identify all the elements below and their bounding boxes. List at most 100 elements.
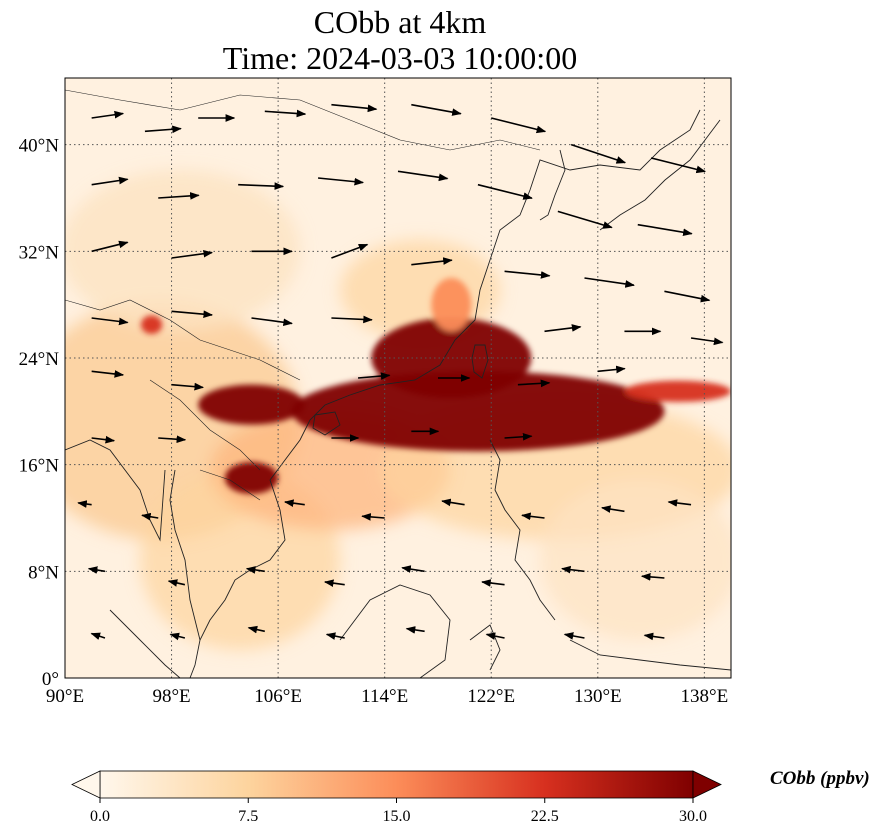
wind-arrow bbox=[141, 512, 159, 521]
wind-arrow bbox=[331, 103, 378, 113]
wind-arrow bbox=[284, 499, 305, 507]
wind-arrow bbox=[171, 249, 214, 259]
plume-region bbox=[224, 462, 279, 494]
map-title-line1: CObb at 4km bbox=[313, 4, 487, 40]
coastline-myanmar bbox=[65, 439, 166, 542]
wind-arrow bbox=[667, 499, 692, 507]
wind-arrow bbox=[690, 337, 724, 346]
wind-arrow bbox=[167, 579, 186, 587]
map-frame bbox=[64, 77, 732, 679]
lon-tick-label: 114°E bbox=[361, 686, 408, 707]
coastline-japan bbox=[599, 119, 721, 231]
wind-arrow bbox=[481, 579, 505, 587]
wind-arrow bbox=[521, 512, 545, 521]
colorbar-tick-label: 22.5 bbox=[531, 808, 559, 825]
wind-arrow bbox=[411, 257, 453, 266]
wind-arrow bbox=[561, 565, 585, 574]
wind-arrow bbox=[517, 379, 551, 388]
coastline-china-east bbox=[269, 109, 701, 481]
plume-region bbox=[371, 318, 532, 398]
wind-arrow bbox=[477, 183, 533, 200]
colorbar: 0.0 7.5 15.0 22.5 30.0 bbox=[71, 770, 722, 825]
lon-tick-labels: 90°E 98°E 106°E 114°E 122°E 130°E 138°E bbox=[46, 686, 728, 707]
wind-arrow bbox=[323, 579, 345, 587]
wind-arrow bbox=[570, 143, 627, 164]
coastline-borneo bbox=[339, 584, 451, 678]
wind-arrow bbox=[485, 632, 505, 640]
lat-tick-label: 0° bbox=[42, 669, 59, 690]
wind-arrow bbox=[169, 632, 186, 641]
gridlines bbox=[65, 78, 731, 678]
plume-region bbox=[624, 380, 731, 403]
plume-region bbox=[198, 384, 305, 425]
lon-tick-label: 90°E bbox=[46, 686, 84, 707]
wind-arrow bbox=[640, 573, 665, 581]
wind-arrow bbox=[504, 432, 533, 441]
wind-arrow bbox=[397, 170, 449, 182]
wind-arrow bbox=[77, 500, 92, 508]
wind-arrow bbox=[171, 310, 214, 318]
wind-arrow bbox=[91, 240, 129, 253]
lat-tick-labels: 0° 8°N 16°N 24°N 32°N 40°N bbox=[19, 136, 60, 690]
wind-arrow bbox=[504, 270, 551, 279]
colorbar-tick-label: 0.0 bbox=[90, 808, 110, 825]
coastline-korea bbox=[539, 149, 566, 221]
lon-tick-label: 98°E bbox=[152, 686, 190, 707]
colorbar-ticks: 0.0 7.5 15.0 22.5 30.0 bbox=[90, 798, 707, 825]
lon-tick-label: 122°E bbox=[467, 686, 515, 707]
plume-region bbox=[431, 278, 472, 332]
map-area bbox=[65, 78, 731, 678]
wind-arrow bbox=[544, 324, 582, 333]
wind-arrow bbox=[584, 277, 635, 288]
lat-tick-label: 24°N bbox=[19, 349, 60, 370]
colorbar-tick-label: 7.5 bbox=[238, 808, 258, 825]
wind-arrow bbox=[411, 103, 462, 116]
wind-arrow bbox=[90, 632, 106, 640]
wind-arrow bbox=[91, 435, 116, 444]
wind-arrow bbox=[158, 435, 187, 444]
plume-region bbox=[140, 315, 163, 334]
wind-arrow bbox=[331, 315, 373, 324]
coastline-sumatra bbox=[109, 609, 181, 678]
lon-tick-label: 138°E bbox=[681, 686, 729, 707]
wind-arrow bbox=[318, 177, 365, 186]
wind-arrow bbox=[357, 372, 391, 380]
wind-arrow bbox=[245, 566, 265, 574]
colorbar-tick-label: 15.0 bbox=[383, 808, 411, 825]
lat-tick-label: 16°N bbox=[19, 456, 60, 477]
plume-layer bbox=[140, 278, 731, 494]
wind-arrow bbox=[91, 317, 129, 326]
wind-arrow bbox=[251, 317, 293, 327]
lon-tick-label: 130°E bbox=[574, 686, 622, 707]
wind-arrow bbox=[247, 625, 265, 634]
wind-arrow bbox=[637, 223, 693, 237]
lon-tick-label: 106°E bbox=[254, 686, 302, 707]
lat-tick-label: 32°N bbox=[19, 242, 60, 263]
wind-vectors bbox=[77, 103, 724, 641]
wind-arrow bbox=[643, 632, 665, 641]
wind-arrow bbox=[405, 626, 425, 634]
wind-arrow bbox=[87, 566, 106, 574]
wind-arrow bbox=[91, 370, 125, 378]
coastline-indochina bbox=[189, 479, 286, 678]
border-lines bbox=[65, 89, 541, 501]
wind-arrow bbox=[264, 109, 307, 118]
coastline-taiwan bbox=[471, 344, 489, 379]
wind-arrow bbox=[664, 290, 711, 303]
wind-arrow bbox=[331, 243, 369, 259]
wind-arrow bbox=[491, 117, 547, 134]
colorbar-extend-high bbox=[692, 770, 722, 799]
wind-arrow bbox=[557, 210, 613, 229]
coastlines bbox=[65, 89, 731, 678]
wind-arrow bbox=[325, 632, 345, 640]
colorbar-tick-label: 30.0 bbox=[679, 808, 707, 825]
wind-arrow bbox=[563, 632, 585, 640]
colorbar-extend-low bbox=[71, 770, 101, 799]
map-title-line2: Time: 2024-03-03 10:00:00 bbox=[222, 40, 578, 76]
colorbar-label: CObb (ppbv) bbox=[770, 768, 870, 789]
lat-tick-label: 8°N bbox=[28, 562, 59, 583]
wind-arrow bbox=[650, 157, 707, 174]
wind-arrow bbox=[91, 176, 129, 186]
wind-arrow bbox=[171, 382, 205, 391]
